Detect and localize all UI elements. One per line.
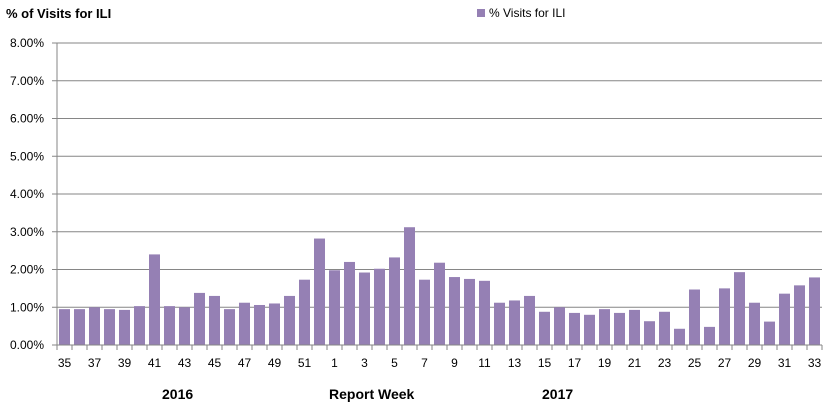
bar-week-19 xyxy=(599,309,610,345)
x-tick-label: 35 xyxy=(58,356,72,370)
bar-week-18 xyxy=(584,314,595,345)
bar-week-24 xyxy=(674,328,685,345)
bar-week-46 xyxy=(224,309,235,345)
y-tick-label: 8.00% xyxy=(10,36,44,50)
bar-week-40 xyxy=(134,306,145,345)
bar-week-7 xyxy=(419,279,430,345)
x-tick-label: 7 xyxy=(421,356,428,370)
bar-week-36 xyxy=(74,309,85,345)
y-tick-label: 7.00% xyxy=(10,74,44,88)
bar-week-25 xyxy=(689,289,700,345)
x-tick-label: 17 xyxy=(568,356,582,370)
bar-week-45 xyxy=(209,295,220,345)
bar-week-51 xyxy=(299,279,310,345)
x-tick-label: 29 xyxy=(748,356,762,370)
bar-week-10 xyxy=(464,278,475,345)
x-tick-label: 45 xyxy=(208,356,222,370)
bar-week-42 xyxy=(164,306,175,345)
x-tick-label: 33 xyxy=(808,356,822,370)
bar-week-49 xyxy=(269,303,280,345)
bar-week-6 xyxy=(404,227,415,345)
bar-week-35 xyxy=(59,309,70,345)
bar-week-52 xyxy=(314,238,325,345)
bar-week-43 xyxy=(179,307,190,345)
x-tick-label: 11 xyxy=(478,356,491,370)
bar-week-48 xyxy=(254,304,265,345)
bar-week-4 xyxy=(374,268,385,345)
chart-title: % of Visits for ILI xyxy=(6,6,112,21)
bar-week-31 xyxy=(779,293,790,345)
bar-week-37 xyxy=(89,307,100,345)
bar-week-23 xyxy=(659,311,670,345)
bar-week-28 xyxy=(734,272,745,345)
bar-week-30 xyxy=(764,321,775,345)
bar-week-41 xyxy=(149,254,160,345)
bar-week-9 xyxy=(449,277,460,345)
bar-week-32 xyxy=(794,285,805,345)
bar-week-27 xyxy=(719,288,730,345)
y-tick-label: 6.00% xyxy=(10,112,44,126)
bar-week-47 xyxy=(239,302,250,345)
x-tick-label: 3 xyxy=(361,356,368,370)
x-tick-label: 25 xyxy=(688,356,702,370)
bar-week-15 xyxy=(539,311,550,345)
bar-week-21 xyxy=(629,309,640,345)
bar-week-44 xyxy=(194,292,205,345)
bar-week-26 xyxy=(704,326,715,345)
x-tick-label: 37 xyxy=(88,356,102,370)
bar-week-1 xyxy=(329,270,340,345)
year-label-2016: 2016 xyxy=(162,386,194,402)
bar-week-2 xyxy=(344,261,355,345)
x-tick-label: 43 xyxy=(178,356,192,370)
x-tick-label: 31 xyxy=(778,356,792,370)
x-axis-label: Report Week xyxy=(329,386,415,402)
bar-week-22 xyxy=(644,321,655,345)
x-tick-label: 47 xyxy=(238,356,252,370)
bar-week-20 xyxy=(614,312,625,345)
x-tick-label: 9 xyxy=(451,356,458,370)
x-tick-label: 49 xyxy=(268,356,282,370)
bar-week-29 xyxy=(749,302,760,345)
x-tick-label: 23 xyxy=(658,356,672,370)
bar-week-38 xyxy=(104,309,115,345)
x-tick-label: 5 xyxy=(391,356,398,370)
bar-week-14 xyxy=(524,295,535,345)
legend: % Visits for ILI xyxy=(477,6,565,20)
y-tick-label: 3.00% xyxy=(10,225,44,239)
legend-label: % Visits for ILI xyxy=(489,6,566,20)
bar-week-8 xyxy=(434,262,445,345)
x-tick-label: 21 xyxy=(628,356,642,370)
x-tick-label: 51 xyxy=(298,356,312,370)
bar-week-50 xyxy=(284,295,295,345)
x-tick-label: 27 xyxy=(718,356,732,370)
y-tick-label: 1.00% xyxy=(10,300,44,314)
bar-week-11 xyxy=(479,280,490,345)
bar-week-16 xyxy=(554,307,565,345)
x-tick-label: 1 xyxy=(331,356,338,370)
x-tick-label: 39 xyxy=(118,356,132,370)
y-tick-label: 0.00% xyxy=(10,338,44,352)
y-tick-label: 5.00% xyxy=(10,149,44,163)
bar-week-3 xyxy=(359,272,370,345)
x-tick-label: 19 xyxy=(598,356,612,370)
legend-swatch xyxy=(477,9,485,17)
bar-week-17 xyxy=(569,312,580,345)
bar-week-13 xyxy=(509,300,520,345)
x-tick-label: 13 xyxy=(508,356,522,370)
bar-week-5 xyxy=(389,257,400,345)
x-tick-label: 41 xyxy=(148,356,162,370)
y-tick-label: 2.00% xyxy=(10,263,44,277)
bar-week-39 xyxy=(119,309,130,345)
y-tick-label: 4.00% xyxy=(10,187,44,201)
year-label-2017: 2017 xyxy=(542,386,574,402)
bar-week-33 xyxy=(809,277,820,345)
x-tick-label: 15 xyxy=(538,356,552,370)
bar-week-12 xyxy=(494,302,505,345)
